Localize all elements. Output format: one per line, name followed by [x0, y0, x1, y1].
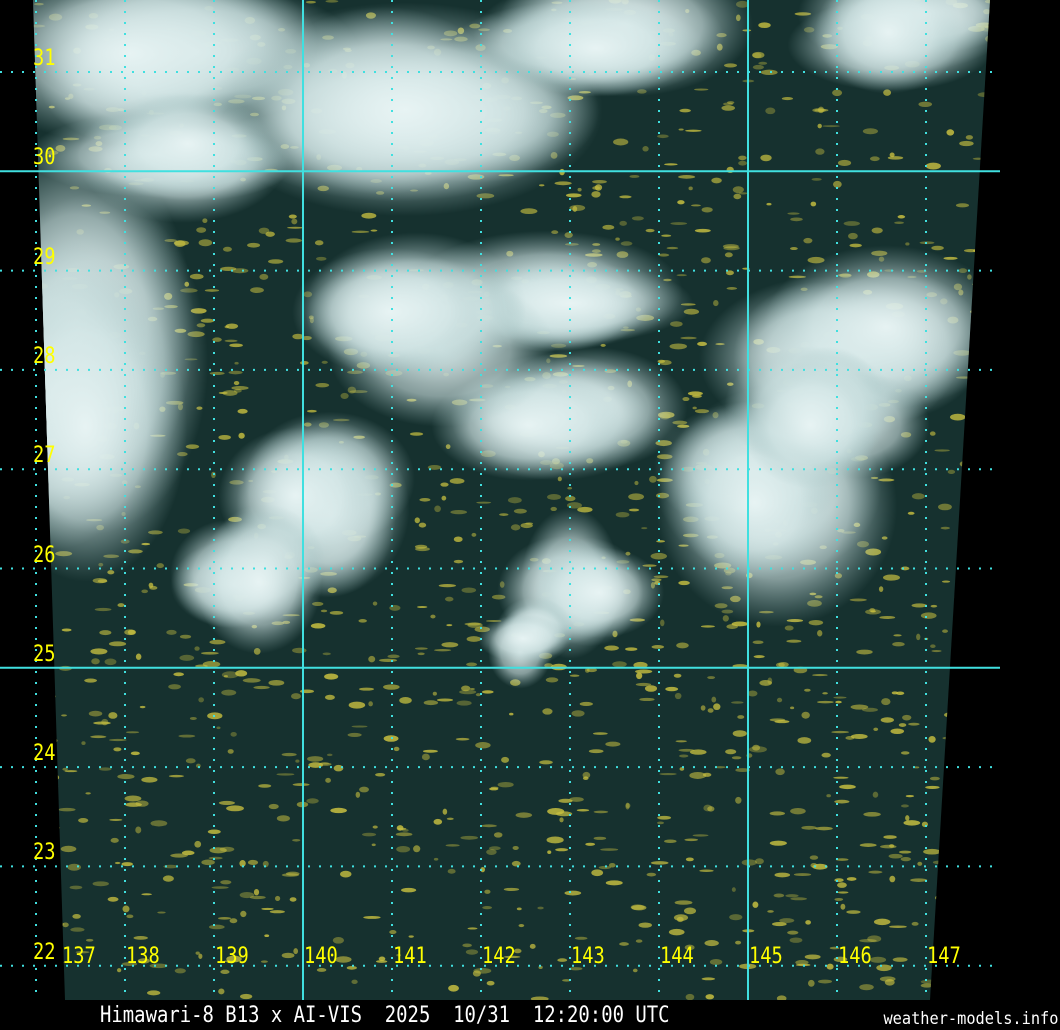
latitude-label: 28: [33, 343, 56, 369]
longitude-label: 141: [393, 944, 427, 969]
latitude-label: 31: [33, 46, 56, 71]
longitude-label: 140: [304, 944, 338, 969]
latitude-label: 27: [33, 443, 56, 469]
satellite-swath: [33, 0, 990, 1000]
longitude-label: 139: [215, 944, 249, 969]
image-caption: Himawari-8 B13 x AI-VIS 2025 10/31 12:20…: [100, 1003, 670, 1028]
credit-watermark: weather-models.info: [882, 1009, 1058, 1029]
latitude-label: 24: [33, 741, 56, 767]
longitude-label: 146: [838, 944, 872, 969]
latitude-label: 30: [33, 145, 56, 171]
longitude-label: 143: [571, 944, 605, 969]
longitude-label: 142: [482, 944, 516, 969]
longitude-label: 138: [126, 944, 160, 969]
lat-lon-grid: [0, 0, 1000, 1000]
longitude-label: 145: [749, 944, 783, 969]
longitude-label: 144: [660, 944, 694, 969]
longitude-label: 147: [927, 944, 961, 969]
latitude-label: 22: [33, 939, 56, 965]
latitude-label: 23: [33, 840, 56, 866]
latitude-label: 29: [33, 244, 56, 270]
latitude-label: 25: [33, 641, 56, 667]
longitude-label: 137: [62, 944, 96, 969]
latitude-label: 26: [33, 542, 56, 568]
